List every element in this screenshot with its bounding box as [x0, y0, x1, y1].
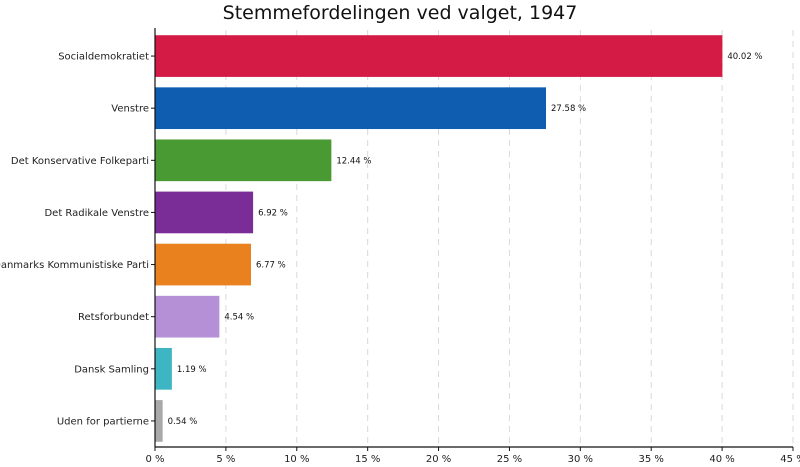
- bars: [155, 35, 723, 442]
- x-tick-label: 25 %: [497, 454, 522, 465]
- x-tick-label: 10 %: [284, 454, 309, 465]
- category-label: Socialdemokratiet: [58, 52, 149, 63]
- x-axis-ticks: 0 % 5 % 10 % 15 % 20 % 25 % 30 % 35 % 40 % 45 %: [145, 55, 800, 465]
- x-tick-label: 20 %: [426, 454, 451, 465]
- x-tick-label: 35 %: [639, 454, 664, 465]
- x-tick-label: 0 %: [145, 454, 164, 465]
- category-labels: Socialdemokratiet Venstre Det Konservative…: [0, 52, 149, 428]
- category-label: Uden for partierne: [57, 416, 149, 427]
- category-label: Danmarks Kommunistiske Parti: [0, 260, 149, 271]
- data-label: 40.02 %: [727, 52, 762, 62]
- data-label: 27.58 %: [551, 104, 586, 114]
- bar: [155, 400, 163, 442]
- category-label: Dansk Samling: [74, 364, 149, 375]
- data-label: 6.77 %: [256, 261, 286, 271]
- x-tick-label: 40 %: [709, 454, 734, 465]
- axes: [154, 28, 793, 448]
- x-tick-label: 30 %: [568, 454, 593, 465]
- data-label: 4.54 %: [224, 313, 254, 323]
- data-label: 6.92 %: [258, 208, 288, 218]
- bar: [155, 191, 254, 234]
- bar: [155, 87, 547, 130]
- bar: [155, 347, 172, 390]
- x-tick-label: 15 %: [355, 454, 380, 465]
- category-label: Venstre: [111, 104, 149, 115]
- chart-title: Stemmefordelingen ved valget, 1947: [223, 2, 578, 24]
- bar: [155, 243, 251, 286]
- data-label: 12.44 %: [336, 156, 371, 166]
- data-label: 1.19 %: [177, 365, 207, 375]
- bar: [155, 35, 723, 77]
- bar: [155, 295, 220, 338]
- x-tick-label: 45 %: [780, 454, 800, 465]
- x-tick-label: 5 %: [216, 454, 235, 465]
- bar: [155, 139, 332, 182]
- data-label: 0.54 %: [168, 417, 198, 427]
- value-labels: 40.02 % 27.58 % 12.44 % 6.92 % 6.77 % 4.54 % 1…: [168, 52, 763, 427]
- category-label: Retsforbundet: [78, 312, 149, 323]
- category-label: Det Konservative Folkeparti: [11, 156, 149, 167]
- category-label: Det Radikale Venstre: [44, 208, 149, 219]
